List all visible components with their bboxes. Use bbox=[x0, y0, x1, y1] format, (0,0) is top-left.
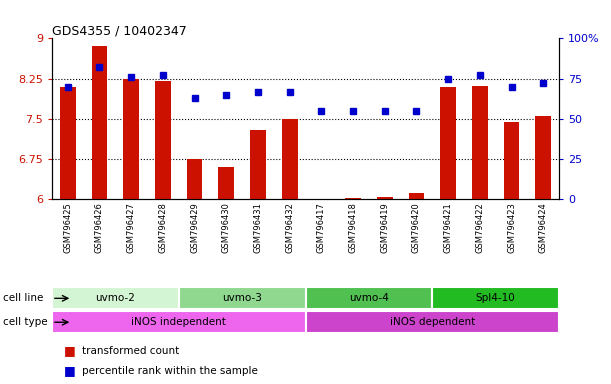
Bar bbox=[433, 287, 559, 310]
Bar bbox=[282, 119, 298, 199]
Bar bbox=[409, 193, 425, 199]
Text: ■: ■ bbox=[64, 344, 76, 357]
Bar bbox=[472, 86, 488, 199]
Text: cell line: cell line bbox=[3, 293, 43, 303]
Bar bbox=[179, 287, 306, 310]
Text: iNOS dependent: iNOS dependent bbox=[390, 317, 475, 327]
Bar bbox=[52, 287, 179, 310]
Text: uvmo-3: uvmo-3 bbox=[222, 293, 262, 303]
Text: ■: ■ bbox=[64, 364, 76, 377]
Bar bbox=[218, 167, 234, 199]
Text: uvmo-4: uvmo-4 bbox=[349, 293, 389, 303]
Bar bbox=[52, 311, 306, 333]
Bar bbox=[186, 159, 202, 199]
Bar bbox=[377, 197, 393, 199]
Text: Spl4-10: Spl4-10 bbox=[476, 293, 516, 303]
Bar bbox=[155, 81, 171, 199]
Bar bbox=[306, 287, 433, 310]
Text: percentile rank within the sample: percentile rank within the sample bbox=[82, 366, 258, 376]
Text: iNOS independent: iNOS independent bbox=[131, 317, 226, 327]
Bar bbox=[503, 122, 519, 199]
Bar bbox=[535, 116, 551, 199]
Bar bbox=[123, 79, 139, 199]
Text: uvmo-2: uvmo-2 bbox=[95, 293, 135, 303]
Bar bbox=[60, 87, 76, 199]
Bar bbox=[250, 129, 266, 199]
Text: cell type: cell type bbox=[3, 317, 48, 327]
Bar bbox=[306, 311, 559, 333]
Bar bbox=[92, 46, 108, 199]
Bar bbox=[440, 87, 456, 199]
Text: GDS4355 / 10402347: GDS4355 / 10402347 bbox=[52, 24, 187, 37]
Bar bbox=[345, 198, 361, 199]
Text: transformed count: transformed count bbox=[82, 346, 180, 356]
